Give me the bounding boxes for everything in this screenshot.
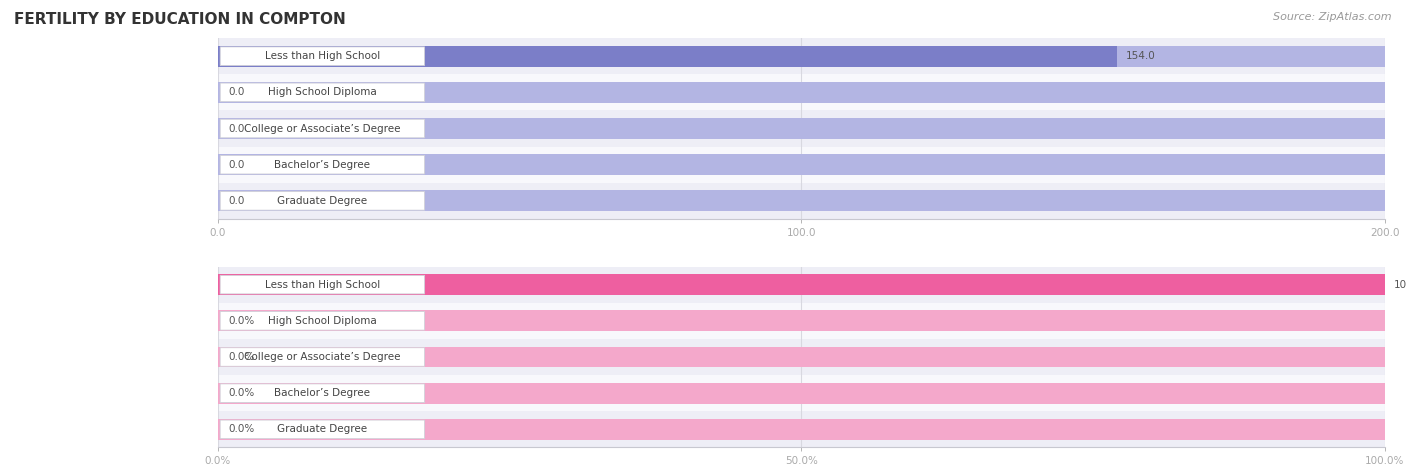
Bar	[218, 46, 1116, 67]
Text: College or Associate’s Degree: College or Associate’s Degree	[245, 123, 401, 134]
Bar	[218, 82, 1385, 103]
Bar	[218, 419, 1385, 440]
Text: College or Associate’s Degree: College or Associate’s Degree	[245, 352, 401, 362]
Bar	[218, 411, 1385, 447]
Text: Source: ZipAtlas.com: Source: ZipAtlas.com	[1274, 12, 1392, 22]
FancyBboxPatch shape	[221, 312, 425, 330]
FancyBboxPatch shape	[221, 156, 425, 174]
FancyBboxPatch shape	[221, 276, 425, 294]
Bar	[218, 118, 1385, 139]
Text: 0.0%: 0.0%	[228, 352, 254, 362]
Text: 0.0: 0.0	[228, 159, 245, 170]
Text: Graduate Degree: Graduate Degree	[277, 196, 367, 206]
Bar	[218, 310, 1385, 331]
FancyBboxPatch shape	[221, 420, 425, 438]
Bar	[218, 110, 1385, 147]
Bar	[218, 74, 1385, 110]
Bar	[218, 38, 1385, 74]
Text: Less than High School: Less than High School	[264, 51, 380, 61]
Text: 0.0: 0.0	[228, 123, 245, 134]
FancyBboxPatch shape	[221, 47, 425, 65]
Text: Less than High School: Less than High School	[264, 279, 380, 290]
Text: 0.0%: 0.0%	[228, 388, 254, 398]
Bar	[218, 154, 1385, 175]
FancyBboxPatch shape	[221, 119, 425, 138]
Bar	[218, 190, 1385, 211]
Bar	[218, 303, 1385, 339]
Text: 0.0: 0.0	[228, 87, 245, 98]
Text: High School Diploma: High School Diploma	[269, 87, 377, 98]
Bar	[218, 339, 1385, 375]
Text: Graduate Degree: Graduate Degree	[277, 424, 367, 435]
Bar	[218, 147, 1385, 183]
FancyBboxPatch shape	[221, 348, 425, 366]
Bar	[218, 46, 1385, 67]
Text: 0.0: 0.0	[228, 196, 245, 206]
Text: High School Diploma: High School Diploma	[269, 316, 377, 326]
Bar	[218, 183, 1385, 219]
Bar	[218, 274, 1385, 295]
Text: FERTILITY BY EDUCATION IN COMPTON: FERTILITY BY EDUCATION IN COMPTON	[14, 12, 346, 27]
FancyBboxPatch shape	[221, 83, 425, 101]
Text: 0.0%: 0.0%	[228, 424, 254, 435]
Text: 100.0%: 100.0%	[1395, 279, 1406, 290]
Text: Bachelor’s Degree: Bachelor’s Degree	[274, 159, 370, 170]
Text: 0.0%: 0.0%	[228, 316, 254, 326]
Bar	[218, 383, 1385, 404]
Bar	[218, 375, 1385, 411]
Bar	[218, 347, 1385, 367]
Bar	[218, 274, 1385, 295]
Text: 154.0: 154.0	[1126, 51, 1156, 61]
FancyBboxPatch shape	[221, 384, 425, 402]
FancyBboxPatch shape	[221, 192, 425, 210]
Bar	[218, 267, 1385, 303]
Text: Bachelor’s Degree: Bachelor’s Degree	[274, 388, 370, 398]
